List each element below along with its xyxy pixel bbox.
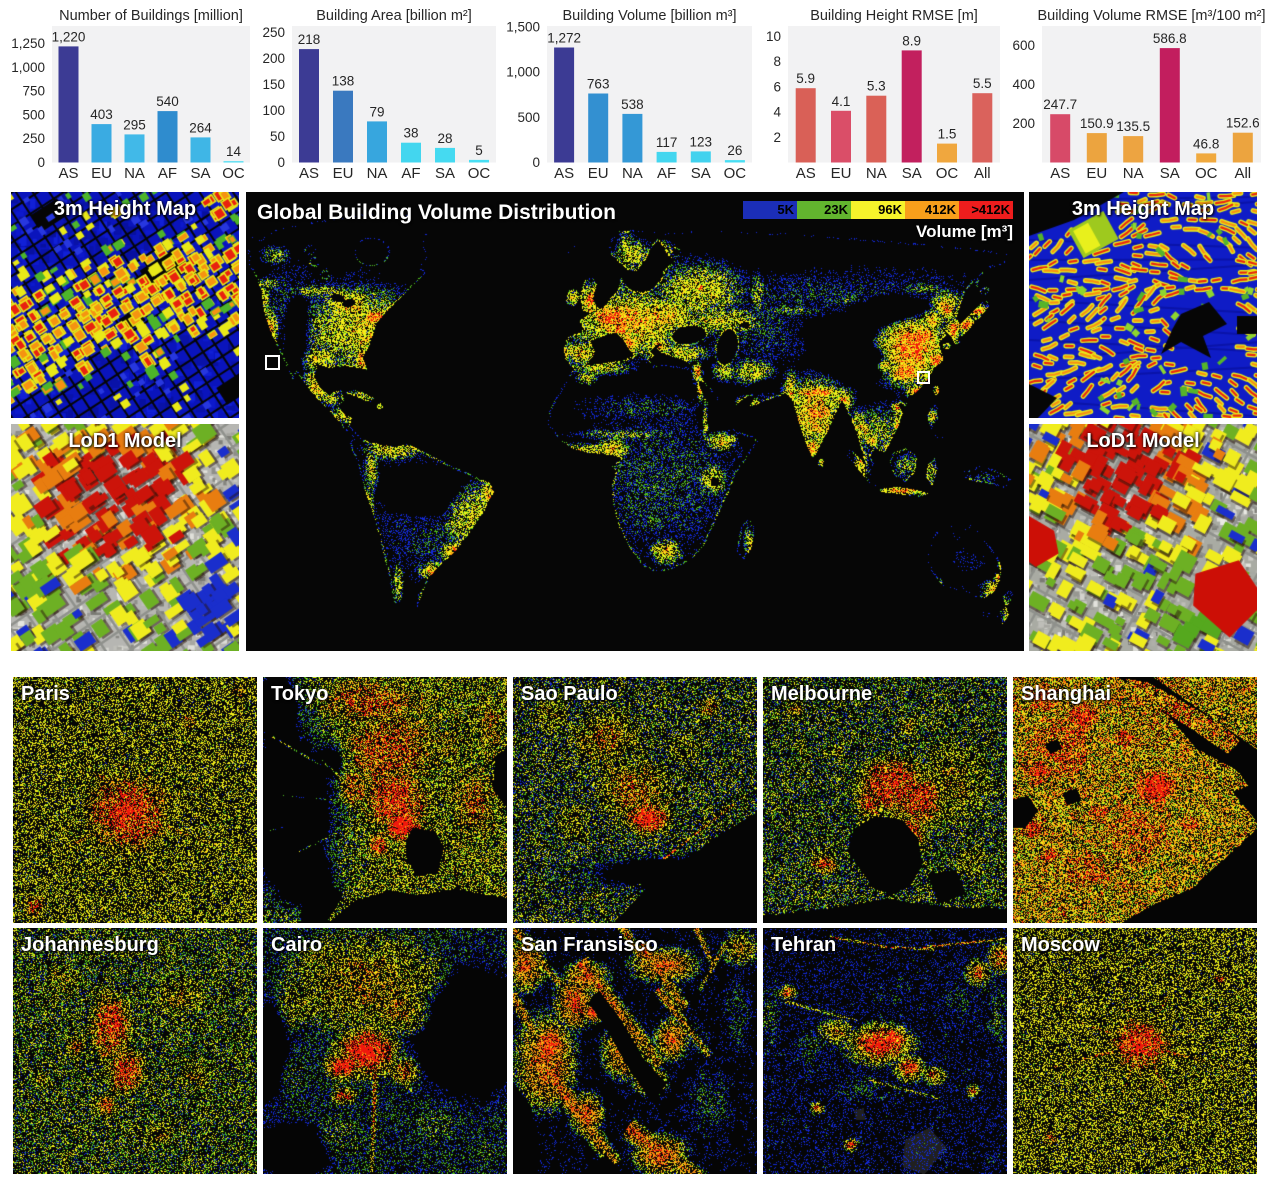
svg-text:Building Area [billion m²]: Building Area [billion m²]	[316, 8, 472, 24]
svg-text:AF: AF	[401, 165, 420, 182]
svg-text:EU: EU	[588, 165, 609, 182]
svg-text:NA: NA	[124, 165, 145, 182]
svg-text:EU: EU	[1086, 165, 1107, 182]
svg-text:OC: OC	[1195, 165, 1218, 182]
svg-text:Building Volume [billion m³]: Building Volume [billion m³]	[562, 8, 736, 24]
svg-text:5.5: 5.5	[973, 76, 992, 91]
svg-text:All: All	[1234, 165, 1251, 182]
svg-text:1,220: 1,220	[52, 29, 86, 44]
svg-text:400: 400	[1012, 77, 1035, 92]
svg-text:123: 123	[690, 134, 713, 149]
svg-text:2: 2	[773, 130, 781, 145]
svg-text:250: 250	[22, 131, 45, 146]
svg-text:8: 8	[773, 54, 781, 69]
svg-text:500: 500	[22, 107, 45, 122]
svg-text:200: 200	[1012, 116, 1035, 131]
svg-text:1,000: 1,000	[11, 60, 45, 75]
svg-text:Building Height RMSE [m]: Building Height RMSE [m]	[810, 8, 978, 24]
svg-text:OC: OC	[222, 165, 245, 182]
svg-text:250: 250	[262, 25, 285, 40]
svg-text:EU: EU	[91, 165, 112, 182]
svg-text:SA: SA	[190, 165, 210, 182]
svg-text:5: 5	[475, 143, 483, 158]
svg-text:586.8: 586.8	[1153, 31, 1187, 46]
svg-text:138: 138	[332, 74, 355, 89]
svg-text:EU: EU	[831, 165, 852, 182]
svg-text:OC: OC	[936, 165, 959, 182]
svg-text:6: 6	[773, 79, 781, 94]
svg-text:0: 0	[277, 155, 285, 170]
svg-text:38: 38	[403, 126, 418, 141]
svg-text:AF: AF	[657, 165, 676, 182]
svg-text:AS: AS	[1050, 165, 1070, 182]
svg-text:0: 0	[532, 155, 540, 170]
svg-text:150.9: 150.9	[1080, 116, 1114, 131]
svg-text:AS: AS	[796, 165, 816, 182]
svg-text:EU: EU	[333, 165, 354, 182]
svg-text:Number of Buildings [million]: Number of Buildings [million]	[59, 8, 243, 24]
svg-text:295: 295	[123, 117, 146, 132]
svg-text:OC: OC	[724, 165, 747, 182]
svg-text:SA: SA	[902, 165, 922, 182]
svg-text:50: 50	[270, 129, 285, 144]
svg-text:28: 28	[437, 131, 452, 146]
svg-text:46.8: 46.8	[1193, 136, 1219, 151]
svg-text:1,500: 1,500	[506, 19, 540, 34]
svg-text:SA: SA	[435, 165, 455, 182]
svg-text:5.3: 5.3	[867, 79, 886, 94]
svg-text:Building Volume RMSE [m³/100 m: Building Volume RMSE [m³/100 m²]	[1037, 8, 1265, 24]
svg-text:AS: AS	[58, 165, 78, 182]
svg-text:500: 500	[517, 110, 540, 125]
svg-text:OC: OC	[468, 165, 491, 182]
svg-text:AS: AS	[554, 165, 574, 182]
svg-text:750: 750	[22, 84, 45, 99]
svg-text:117: 117	[656, 135, 678, 150]
svg-text:150: 150	[262, 77, 285, 92]
svg-text:10: 10	[766, 29, 781, 44]
svg-text:538: 538	[621, 97, 644, 112]
svg-text:200: 200	[262, 51, 285, 66]
svg-text:540: 540	[156, 94, 179, 109]
svg-text:NA: NA	[866, 165, 887, 182]
svg-text:0: 0	[37, 155, 45, 170]
svg-text:NA: NA	[367, 165, 388, 182]
svg-text:100: 100	[262, 103, 285, 118]
svg-text:4.1: 4.1	[832, 94, 851, 109]
svg-text:600: 600	[1012, 38, 1035, 53]
svg-text:1,250: 1,250	[11, 36, 45, 51]
svg-text:SA: SA	[691, 165, 711, 182]
svg-text:1,272: 1,272	[547, 31, 581, 46]
svg-text:NA: NA	[1123, 165, 1144, 182]
svg-text:NA: NA	[622, 165, 643, 182]
svg-text:264: 264	[189, 120, 212, 135]
svg-text:All: All	[974, 165, 991, 182]
svg-text:403: 403	[90, 107, 113, 122]
svg-text:763: 763	[587, 77, 610, 92]
svg-text:1,000: 1,000	[506, 65, 540, 80]
svg-text:79: 79	[369, 104, 384, 119]
svg-text:14: 14	[226, 144, 242, 159]
svg-text:4: 4	[773, 105, 781, 120]
svg-text:SA: SA	[1160, 165, 1180, 182]
svg-text:5.9: 5.9	[796, 71, 815, 86]
svg-text:247.7: 247.7	[1043, 97, 1077, 112]
svg-text:152.6: 152.6	[1226, 116, 1260, 131]
svg-text:218: 218	[298, 32, 321, 47]
svg-text:1.5: 1.5	[938, 127, 957, 142]
svg-text:AF: AF	[158, 165, 177, 182]
svg-text:AS: AS	[299, 165, 319, 182]
svg-text:26: 26	[727, 143, 742, 158]
svg-text:135.5: 135.5	[1116, 119, 1150, 134]
svg-text:8.9: 8.9	[902, 33, 921, 48]
